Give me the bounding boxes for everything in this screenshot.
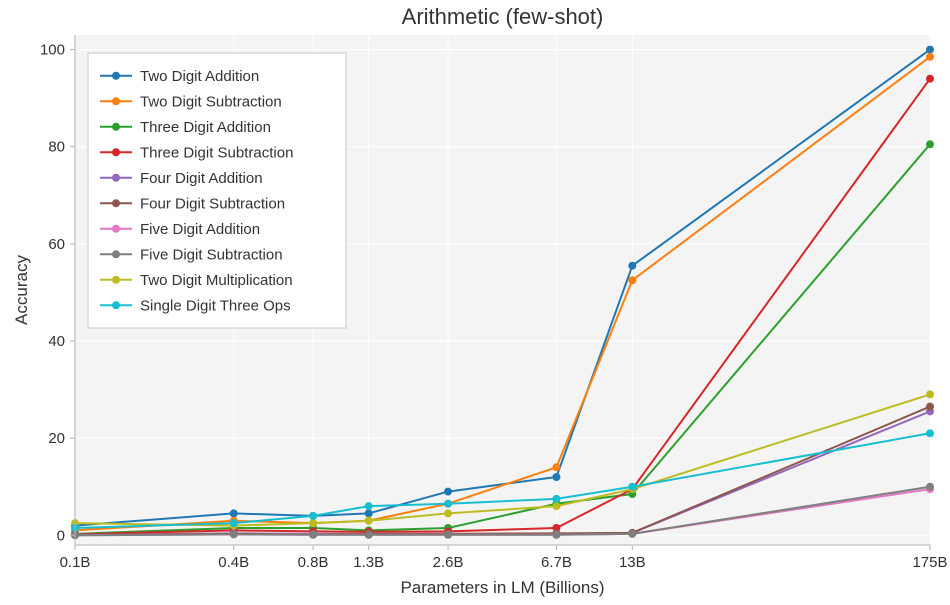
legend-label: Three Digit Subtraction — [140, 144, 293, 161]
arithmetic-chart: 0.1B 0.4B 0.8B 1.3B 2.6B 6.7B 13B 175B 0 20 40 60 80… — [0, 0, 950, 605]
legend-label: Three Digit Addition — [140, 119, 271, 136]
series-marker — [309, 519, 317, 527]
series-marker — [926, 140, 934, 148]
series-marker — [926, 483, 934, 491]
legend-label: Single Digit Three Ops — [140, 297, 291, 314]
series-marker — [926, 429, 934, 437]
series-marker — [444, 531, 452, 539]
x-tick-label: 0.4B — [218, 554, 249, 571]
series-marker — [365, 502, 373, 510]
series-marker — [926, 53, 934, 61]
y-tick-label: 0 — [57, 527, 65, 544]
series-marker — [309, 512, 317, 520]
legend-marker — [112, 199, 120, 207]
series-marker — [628, 262, 636, 270]
series-marker — [552, 495, 560, 503]
legend-label: Five Digit Addition — [140, 221, 260, 238]
y-tick-label: 80 — [48, 139, 65, 156]
y-axis-label: Accuracy — [12, 255, 31, 325]
series-marker — [365, 517, 373, 525]
legend-marker — [112, 148, 120, 156]
series-marker — [444, 500, 452, 508]
legend-label: Four Digit Addition — [140, 170, 263, 187]
series-marker — [628, 530, 636, 538]
series-marker — [628, 483, 636, 491]
legend-marker — [112, 97, 120, 105]
legend-marker — [112, 225, 120, 233]
series-marker — [230, 509, 238, 517]
series-marker — [926, 46, 934, 54]
x-tick-label: 6.7B — [541, 554, 572, 571]
series-marker — [365, 509, 373, 517]
series-marker — [552, 502, 560, 510]
x-tick-label: 175B — [912, 554, 947, 571]
legend-label: Two Digit Multiplication — [140, 272, 293, 289]
series-marker — [365, 531, 373, 539]
series-marker — [309, 531, 317, 539]
legend-label: Four Digit Subtraction — [140, 195, 285, 212]
legend-label: Five Digit Subtraction — [140, 246, 283, 263]
legend-marker — [112, 174, 120, 182]
series-marker — [628, 276, 636, 284]
y-tick-label: 20 — [48, 430, 65, 447]
x-tick-label: 1.3B — [353, 554, 384, 571]
x-tick-label: 2.6B — [433, 554, 464, 571]
chart-title: Arithmetic (few-shot) — [402, 4, 604, 29]
legend-marker — [112, 250, 120, 258]
series-marker — [926, 75, 934, 83]
legend-marker — [112, 276, 120, 284]
legend-label: Two Digit Addition — [140, 68, 259, 85]
series-marker — [552, 463, 560, 471]
series-marker — [230, 519, 238, 527]
legend-marker — [112, 301, 120, 309]
series-marker — [552, 531, 560, 539]
legend-marker — [112, 72, 120, 80]
y-tick-label: 40 — [48, 333, 65, 350]
y-tick-label: 60 — [48, 236, 65, 253]
y-tick-label: 100 — [40, 42, 65, 59]
legend-label: Two Digit Subtraction — [140, 93, 282, 110]
legend-marker — [112, 123, 120, 131]
series-marker — [926, 403, 934, 411]
x-tick-label: 13B — [619, 554, 646, 571]
series-marker — [552, 473, 560, 481]
chart-container: 0.1B 0.4B 0.8B 1.3B 2.6B 6.7B 13B 175B 0 20 40 60 80… — [0, 0, 950, 605]
x-tick-label: 0.8B — [298, 554, 329, 571]
series-marker — [444, 488, 452, 496]
x-tick-label: 0.1B — [60, 554, 91, 571]
series-marker — [230, 530, 238, 538]
x-axis-label: Parameters in LM (Billions) — [400, 578, 604, 597]
series-marker — [926, 390, 934, 398]
series-marker — [444, 509, 452, 517]
